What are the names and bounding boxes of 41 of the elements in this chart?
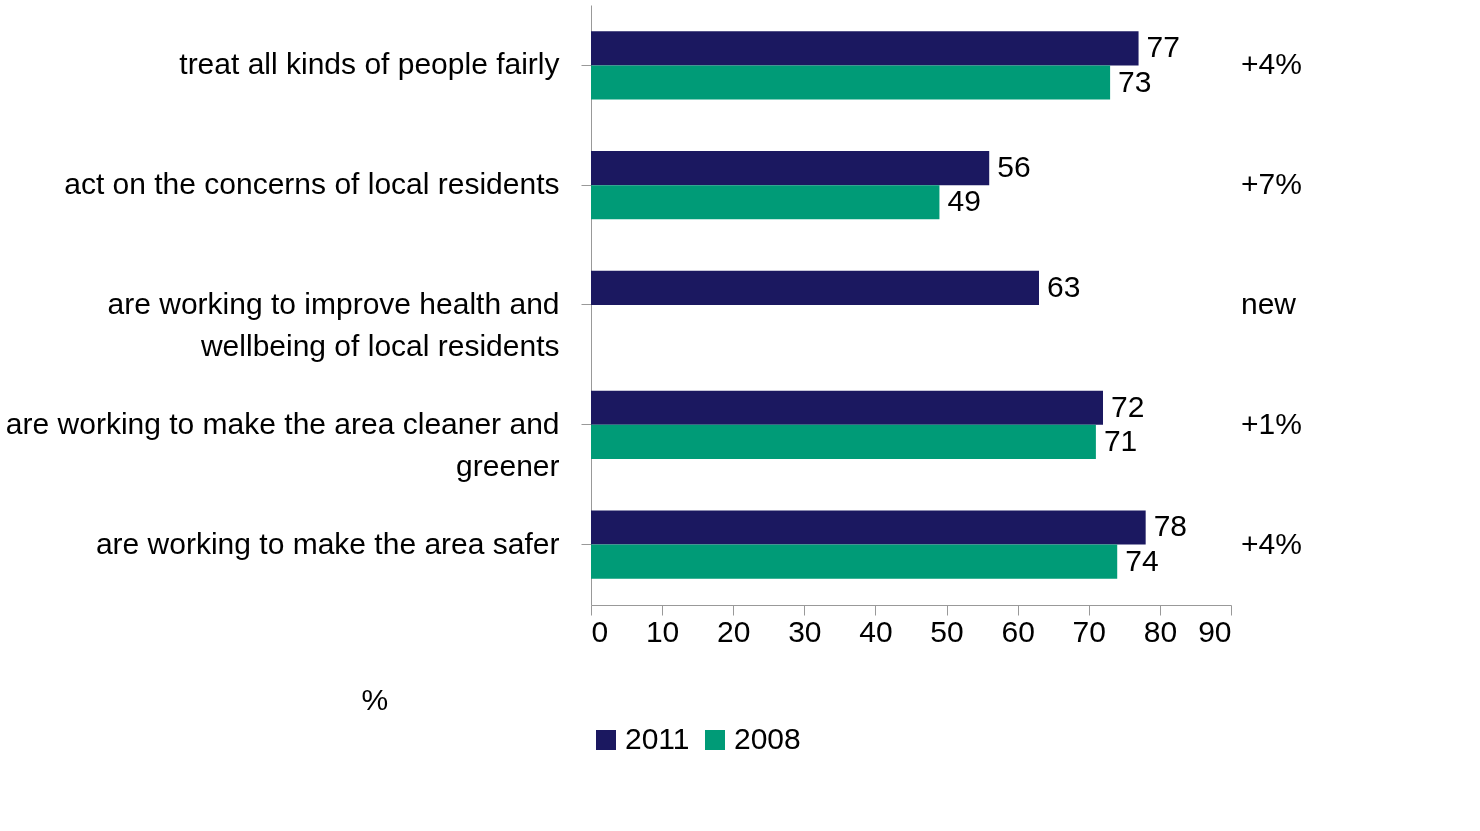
data-label: 49 bbox=[947, 184, 981, 218]
bar bbox=[591, 424, 1096, 459]
x-tick-label: 60 bbox=[1001, 614, 1035, 648]
x-tick-label: 10 bbox=[645, 614, 680, 648]
data-label: 72 bbox=[1111, 389, 1145, 423]
bar bbox=[591, 270, 1039, 305]
x-tick-label: 50 bbox=[930, 614, 964, 648]
y-tick-label: treat all kinds of people fairly bbox=[179, 47, 560, 81]
bar bbox=[591, 185, 940, 220]
legend-label: 2008 bbox=[734, 722, 801, 755]
x-tick-label: 40 bbox=[859, 614, 893, 648]
x-tick-label: 0 bbox=[591, 614, 609, 648]
text: +7% bbox=[1241, 167, 1302, 201]
y-tick-label: act on the concerns of local residents bbox=[64, 167, 560, 201]
data-label: 56 bbox=[997, 150, 1031, 184]
data-label: 63 bbox=[1047, 269, 1081, 303]
bar bbox=[591, 390, 1103, 425]
text: +4% bbox=[1241, 47, 1302, 81]
x-tick-label: 80 bbox=[1143, 614, 1178, 648]
x-tick-label: 70 bbox=[1072, 614, 1106, 648]
y-tick-label: are working to improve health and wellbeing of local residents bbox=[107, 287, 560, 362]
data-label: 73 bbox=[1118, 64, 1152, 98]
text: +4% bbox=[1241, 526, 1302, 560]
data-label: 74 bbox=[1125, 543, 1159, 577]
bar bbox=[591, 31, 1139, 66]
bar bbox=[591, 510, 1146, 545]
y-tick-label: are working to make the area cleaner and greener bbox=[5, 406, 560, 482]
legend-label: 2011 bbox=[625, 722, 690, 755]
x-tick-label: 20 bbox=[717, 614, 751, 648]
data-label: 77 bbox=[1146, 30, 1180, 64]
bar bbox=[591, 544, 1118, 579]
x-tick-label: 90 bbox=[1198, 614, 1232, 648]
bar bbox=[591, 65, 1111, 100]
data-label: 78 bbox=[1153, 509, 1188, 543]
bar bbox=[591, 151, 990, 186]
x-axis-title: % bbox=[361, 682, 389, 716]
x-tick-label: 30 bbox=[788, 614, 822, 648]
text: new bbox=[1241, 287, 1297, 320]
text: +1% bbox=[1241, 406, 1302, 440]
data-label: 71 bbox=[1103, 423, 1138, 457]
y-tick-label: are working to make the area safer bbox=[95, 526, 560, 560]
